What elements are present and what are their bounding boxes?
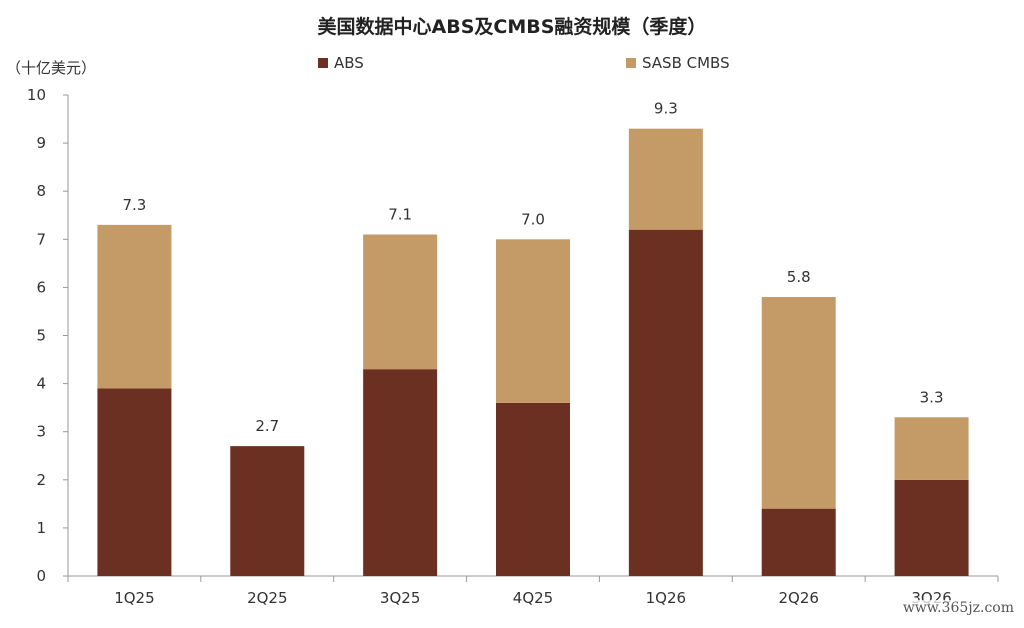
bar-sasb-cmbs-3q25 (363, 234, 438, 370)
bar-sasb-cmbs-3q26 (894, 417, 969, 480)
bar-abs-3q25 (363, 369, 438, 576)
labels: 7.3 1Q25 2.7 2Q25 7.1 3Q25 7.0 4Q25 9.3 1Q26 5.8 2Q… (114, 100, 952, 607)
bar-abs-2q26 (761, 508, 836, 576)
bar-abs-3q26 (894, 479, 969, 576)
legend-swatch-sasb-cmbs (626, 58, 636, 68)
chart-title: 美国数据中心ABS及CMBS融资规模（季度） (318, 15, 707, 38)
legend-label-sasb-cmbs: SASB CMBS (642, 54, 730, 72)
y-tick-label: 9 (36, 134, 46, 152)
bar-sasb-cmbs-1q26 (628, 128, 703, 230)
total-label-2q26: 5.8 (787, 268, 811, 286)
legend-swatch-abs (318, 58, 328, 68)
y-tick-label: 1 (36, 519, 46, 537)
y-tick-label: 10 (27, 86, 46, 104)
y-tick-label: 6 (36, 278, 46, 296)
x-category-label: 3Q25 (380, 589, 420, 607)
total-label-4q25: 7.0 (521, 210, 545, 228)
y-tick-label: 5 (36, 327, 46, 345)
total-label-1q26: 9.3 (654, 100, 678, 118)
total-label-3q26: 3.3 (920, 388, 944, 406)
bar-abs-1q26 (628, 229, 703, 576)
total-label-2q25: 2.7 (255, 417, 279, 435)
bar-abs-4q25 (496, 402, 570, 576)
bar-sasb-cmbs-4q25 (496, 239, 570, 403)
y-tick-label: 4 (36, 375, 46, 393)
legend: ABS SASB CMBS (318, 54, 730, 72)
x-category-label: 2Q25 (247, 589, 287, 607)
x-category-label: 1Q26 (646, 589, 686, 607)
legend-label-abs: ABS (334, 54, 364, 72)
total-label-3q25: 7.1 (388, 205, 412, 223)
y-tick-label: 2 (36, 471, 46, 489)
x-category-label: 1Q25 (114, 589, 154, 607)
x-category-label: 4Q25 (513, 589, 553, 607)
y-tick-label: 7 (36, 230, 46, 248)
total-label-1q25: 7.3 (122, 196, 146, 214)
bar-sasb-cmbs-1q25 (97, 224, 172, 389)
axes: 0 1 2 3 4 5 6 7 8 9 10 (27, 86, 999, 585)
bar-sasb-cmbs-2q26 (761, 297, 836, 509)
bar-abs-1q25 (97, 388, 172, 576)
y-tick-label: 0 (36, 567, 46, 585)
y-tick-label: 3 (36, 423, 46, 441)
watermark-text: www.365jz.com (898, 600, 1018, 616)
y-axis-unit-label: （十亿美元） (6, 59, 96, 77)
bar-abs-2q25 (230, 446, 305, 576)
y-tick-label: 8 (36, 182, 46, 200)
bars (97, 128, 969, 576)
x-category-label: 2Q26 (778, 589, 818, 607)
